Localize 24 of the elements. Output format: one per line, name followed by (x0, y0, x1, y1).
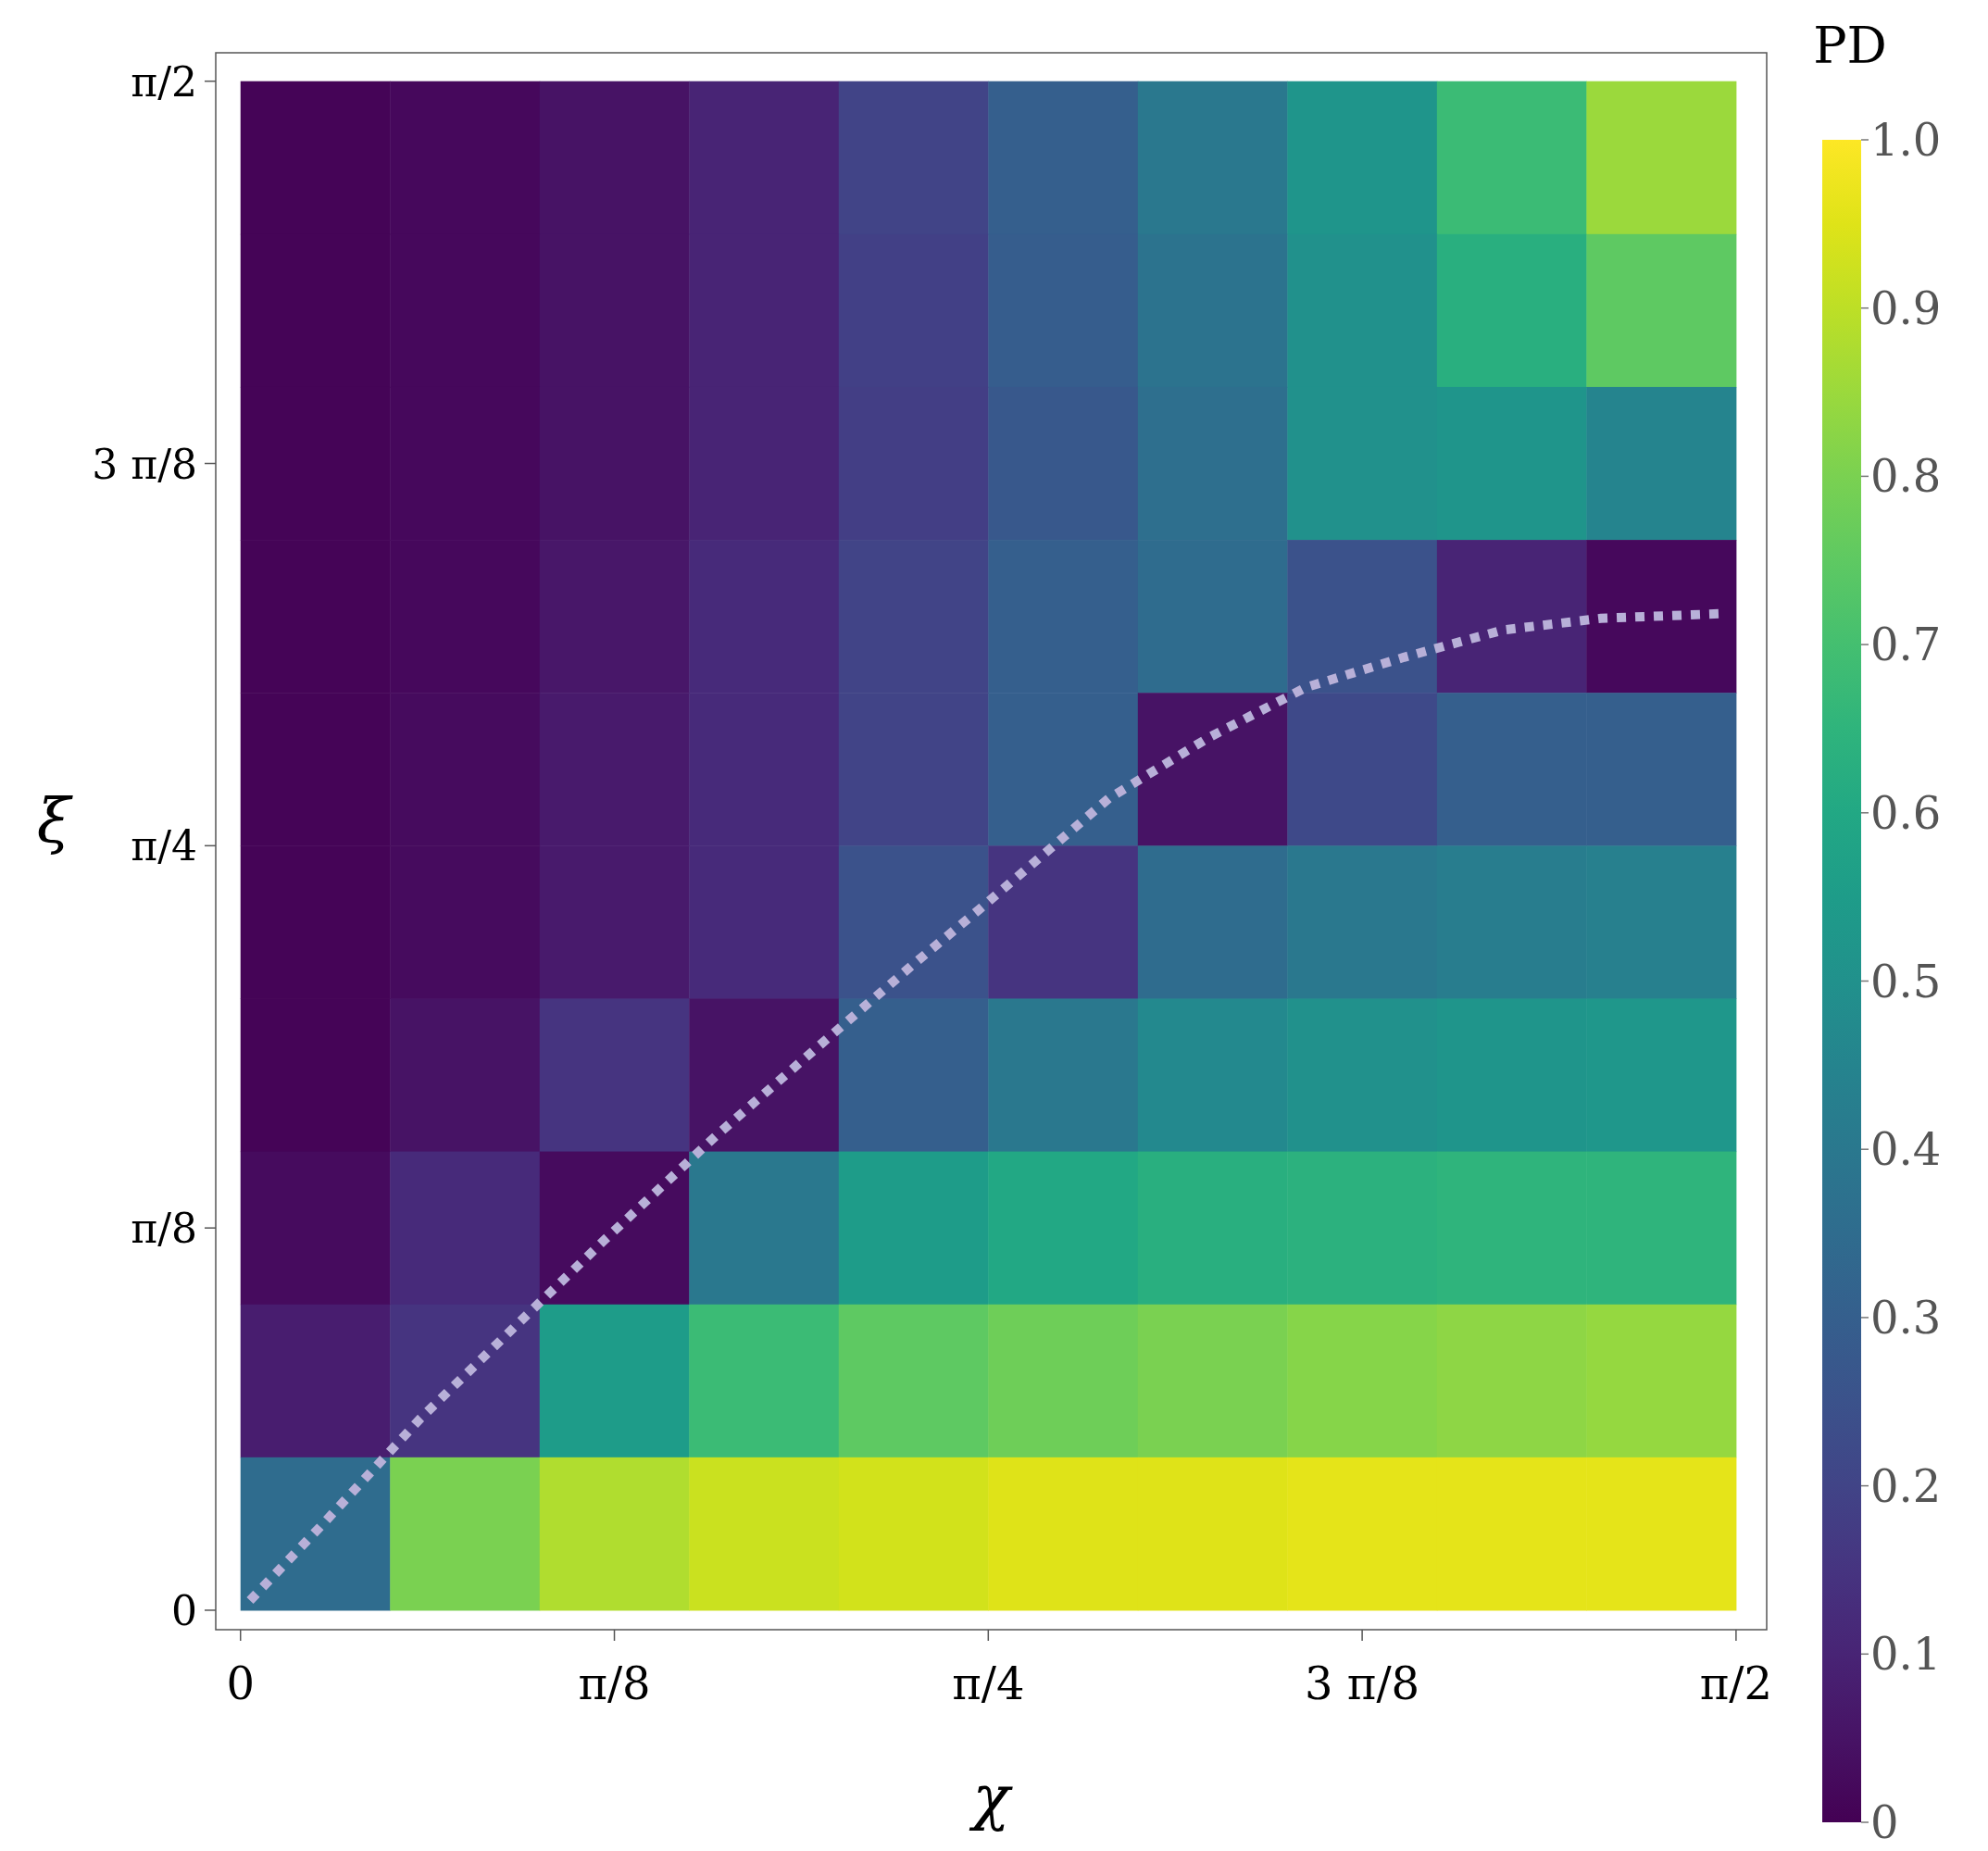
y-tick-label: 3 π/8 (92, 440, 197, 488)
y-tick-label: π/8 (131, 1205, 197, 1253)
y-tick-label: 0 (171, 1586, 197, 1634)
y-tick-label: π/2 (131, 57, 197, 106)
x-tick-label: π/8 (578, 1657, 651, 1709)
color-bar-label: 0.9 (1870, 281, 1942, 334)
color-bar-label: 0.1 (1870, 1628, 1942, 1681)
x-tick-label: 3 π/8 (1305, 1657, 1420, 1709)
x-tick-label: 0 (226, 1657, 256, 1709)
x-tick-label: π/2 (1699, 1657, 1773, 1709)
y-tick-label: π/4 (131, 822, 197, 870)
color-bar-label: 0.5 (1870, 955, 1942, 1007)
x-tick-label: π/4 (952, 1657, 1025, 1709)
color-bar-label: 0.7 (1870, 619, 1942, 671)
color-bar-title: PD (1813, 17, 1887, 75)
y-axis-title: ξ (36, 784, 74, 857)
color-bar-label: 0.3 (1870, 1291, 1942, 1344)
color-bar-label: 0.6 (1870, 786, 1942, 839)
color-bar-label: 0 (1870, 1796, 1899, 1848)
x-axis-title: χ (969, 1761, 1014, 1832)
color-bar-label: 1.0 (1870, 114, 1942, 166)
color-bar-label: 0.8 (1870, 450, 1942, 503)
color-bar-label: 0.2 (1870, 1459, 1942, 1512)
color-bar-label: 0.4 (1870, 1123, 1942, 1176)
